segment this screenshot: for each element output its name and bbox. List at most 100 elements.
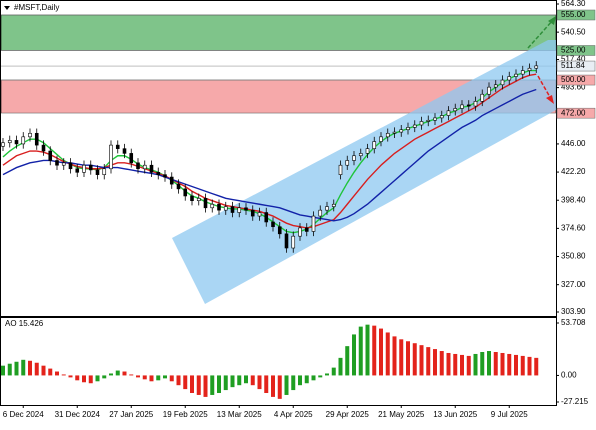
ao-bar <box>203 375 208 397</box>
ao-bar <box>41 365 46 376</box>
candle-body <box>257 212 262 217</box>
ao-bar <box>399 339 404 376</box>
candle-body <box>115 144 120 149</box>
ao-bar <box>55 371 59 376</box>
candle-body <box>480 93 485 102</box>
candle-body <box>250 209 255 217</box>
x-tick-label: 27 Jan 2025 <box>109 410 154 419</box>
x-tick-label: 13 Jun 2025 <box>433 410 478 419</box>
ao-bar <box>412 343 417 376</box>
ao-title: AO 15.426 <box>5 319 44 328</box>
ao-bar <box>48 368 53 376</box>
candle-body <box>352 155 356 161</box>
candle-body <box>453 108 458 112</box>
candle-body <box>277 226 282 235</box>
candle-body <box>68 162 73 170</box>
ao-bar <box>183 375 188 390</box>
candle-body <box>210 203 215 209</box>
candle-body <box>230 206 235 213</box>
candle-body <box>190 195 194 201</box>
candle-body <box>520 70 525 75</box>
y-tick-label: 327.00 <box>561 280 586 289</box>
ao-bar <box>14 361 19 376</box>
ao-bar <box>149 375 154 382</box>
ao-bar <box>129 374 134 376</box>
candle-body <box>34 132 39 146</box>
price-label: 555.00 <box>561 10 586 19</box>
ao-bar <box>365 324 370 376</box>
ao-bar <box>7 363 12 376</box>
candle-body <box>527 67 532 71</box>
candle-body <box>365 148 370 154</box>
candle-body <box>311 215 316 232</box>
candle-body <box>487 86 491 95</box>
ao-bar <box>392 336 397 376</box>
ao-bar <box>142 375 147 380</box>
candle-body <box>61 162 66 166</box>
y-tick-label: 0.00 <box>561 371 577 380</box>
candle-body <box>88 164 93 171</box>
candle-body <box>439 115 444 119</box>
ao-bar <box>163 375 167 379</box>
candle-body <box>473 101 478 107</box>
y-tick-label: 422.20 <box>561 167 586 176</box>
candle-body <box>304 227 309 232</box>
ao-bar <box>338 357 343 376</box>
candle-body <box>406 127 410 131</box>
candle-body <box>55 160 59 166</box>
ao-bar <box>372 325 377 376</box>
x-tick-label: 21 May 2025 <box>378 410 425 419</box>
candle-body <box>284 233 289 249</box>
ao-bar <box>379 328 383 376</box>
candle-body <box>156 172 161 175</box>
candle-body <box>291 235 296 249</box>
candle-body <box>176 183 181 190</box>
candle-body <box>237 207 242 213</box>
candle-body <box>399 129 404 133</box>
ao-bar <box>115 370 120 376</box>
symbol-menu-icon[interactable] <box>4 6 10 10</box>
candle-body <box>223 206 228 211</box>
candle-body <box>75 168 80 173</box>
candle-body <box>21 136 26 145</box>
ao-bar <box>331 367 336 376</box>
ao-bar <box>190 375 194 394</box>
chart-title: #MSFT,Daily <box>14 3 59 12</box>
candle-body <box>325 206 329 211</box>
candle-body <box>331 203 336 207</box>
ao-bar <box>426 347 431 376</box>
candle-body <box>433 117 437 121</box>
candle-body <box>244 207 248 211</box>
ao-bar <box>493 352 498 376</box>
candle-body <box>169 176 174 185</box>
ao-bar <box>514 354 518 376</box>
ao-bar <box>487 351 491 376</box>
ao-bar <box>217 375 221 394</box>
price-label-box <box>556 45 596 56</box>
trend-channel <box>172 40 556 304</box>
candle-body <box>385 132 390 138</box>
ao-bar <box>244 375 248 384</box>
ao-bar <box>257 375 262 390</box>
candle-body <box>1 142 5 147</box>
ao-bar <box>75 375 80 381</box>
ao-bar <box>237 375 242 386</box>
ao-bar <box>196 375 201 395</box>
ao-bar <box>433 349 437 376</box>
candle-body <box>149 164 154 173</box>
candle-body <box>136 162 140 170</box>
candle-body <box>82 164 86 173</box>
ao-bar <box>507 353 512 376</box>
ao-bar <box>122 371 127 376</box>
candle-body <box>372 141 377 149</box>
ao-bar <box>176 375 181 386</box>
down-arrow <box>537 75 552 100</box>
candle-body <box>534 65 539 69</box>
candle-body <box>109 144 113 170</box>
ao-bar <box>156 375 161 381</box>
ao-bar <box>21 359 26 376</box>
y-tick-label: 53.708 <box>561 318 586 327</box>
ao-bar <box>358 326 363 376</box>
ao-bar <box>34 362 39 376</box>
candle-body <box>183 188 188 197</box>
